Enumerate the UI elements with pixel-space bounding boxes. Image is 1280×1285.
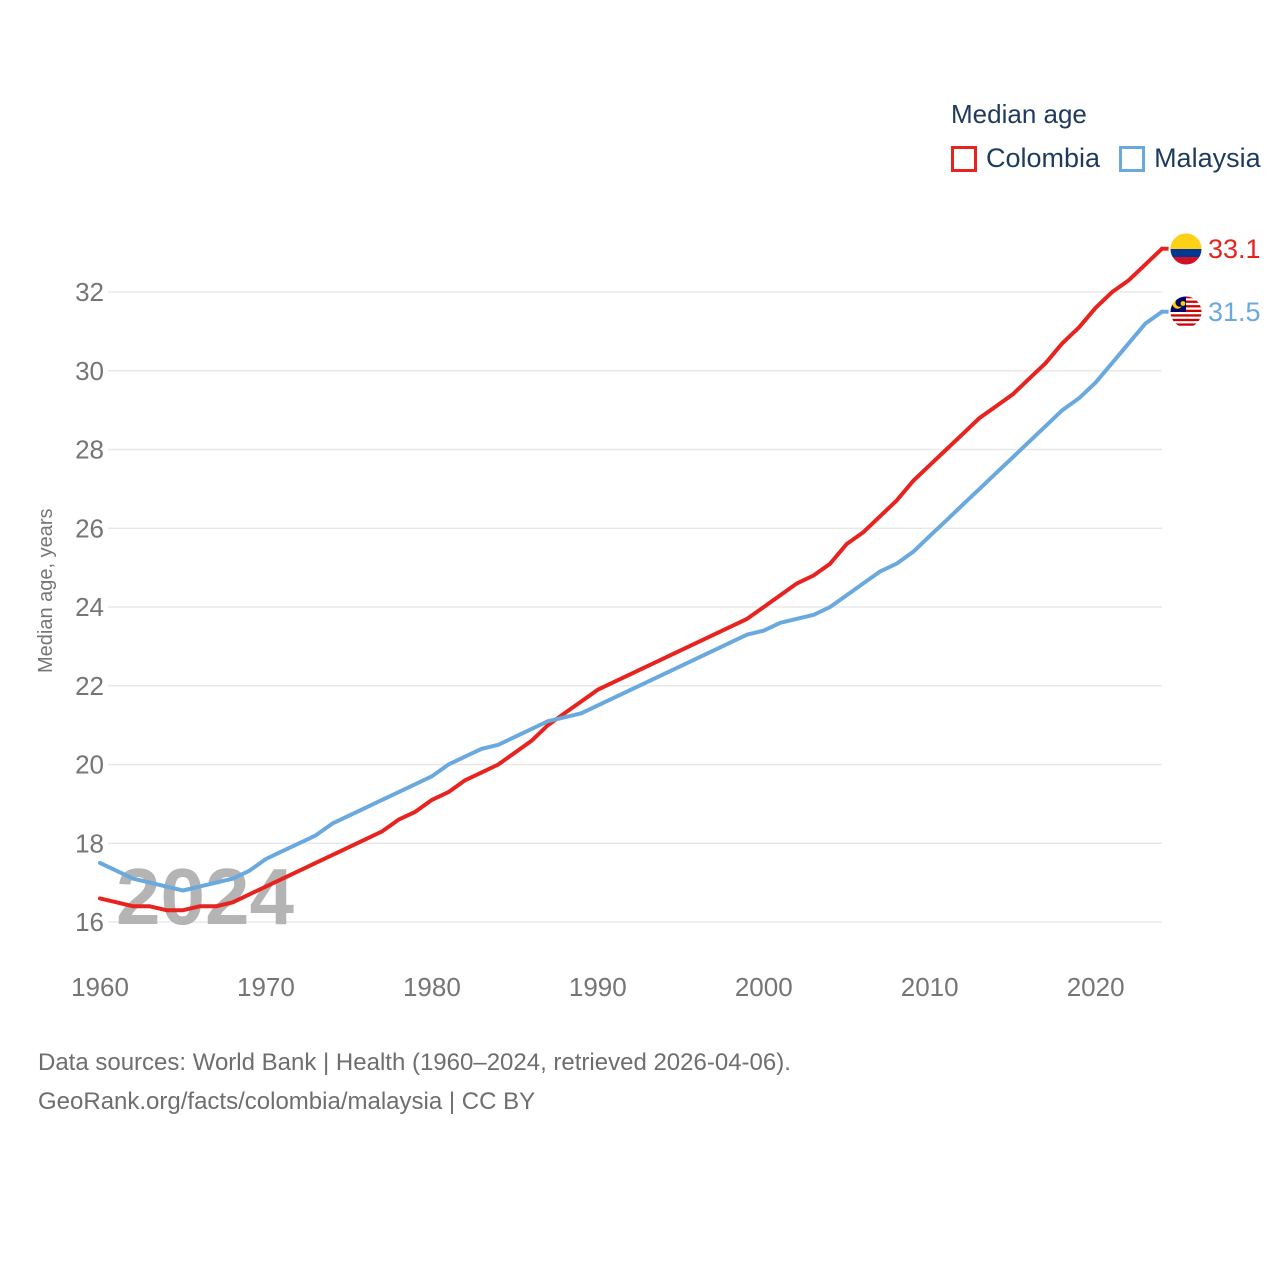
colombia-legend-swatch[interactable] — [951, 146, 977, 172]
x-tick-2020: 2020 — [1067, 972, 1125, 1002]
data-sources-line: Data sources: World Bank | Health (1960–… — [38, 1043, 791, 1082]
y-tick-20: 20 — [75, 750, 104, 780]
colombia-legend-label[interactable]: Colombia — [986, 143, 1100, 174]
y-axis-tick-labels: 16 18 20 22 24 26 28 30 32 — [75, 277, 104, 937]
y-tick-26: 26 — [75, 513, 104, 543]
legend: Median age Colombia Malaysia — [951, 99, 1261, 174]
watermark-year: 2024 — [116, 852, 294, 941]
y-tick-24: 24 — [75, 592, 104, 622]
x-tick-1970: 1970 — [237, 972, 295, 1002]
y-tick-28: 28 — [75, 435, 104, 465]
colombia-line — [100, 249, 1162, 911]
y-tick-32: 32 — [75, 277, 104, 307]
x-axis-tick-labels: 1960 1970 1980 1990 2000 2010 2020 — [71, 972, 1124, 1002]
y-tick-18: 18 — [75, 828, 104, 858]
gridlines — [108, 292, 1162, 922]
data-series-lines — [100, 249, 1162, 911]
malaysia-legend-swatch[interactable] — [1119, 146, 1145, 172]
colombia-flag-icon — [1170, 233, 1203, 266]
y-tick-16: 16 — [75, 907, 104, 937]
malaysia-legend-label[interactable]: Malaysia — [1154, 143, 1261, 174]
malaysia-line — [100, 312, 1162, 891]
x-tick-2000: 2000 — [735, 972, 793, 1002]
malaysia-end-value-label: 31.5 — [1208, 297, 1261, 327]
malaysia-flag-stripe — [1170, 319, 1202, 321]
malaysia-flag-icon — [1170, 296, 1203, 329]
colombia-end-value-label: 33.1 — [1208, 234, 1261, 264]
x-tick-2010: 2010 — [901, 972, 959, 1002]
y-axis-title: Median age, years — [35, 508, 57, 673]
x-tick-1990: 1990 — [569, 972, 627, 1002]
malaysia-flag-stripe — [1170, 314, 1202, 316]
footer: Data sources: World Bank | Health (1960–… — [38, 1043, 791, 1121]
legend-title: Median age — [951, 99, 1261, 130]
y-tick-22: 22 — [75, 671, 104, 701]
x-tick-1980: 1980 — [403, 972, 461, 1002]
y-tick-30: 30 — [75, 356, 104, 386]
x-tick-1960: 1960 — [71, 972, 129, 1002]
attribution-line: GeoRank.org/facts/colombia/malaysia | CC… — [38, 1082, 791, 1121]
